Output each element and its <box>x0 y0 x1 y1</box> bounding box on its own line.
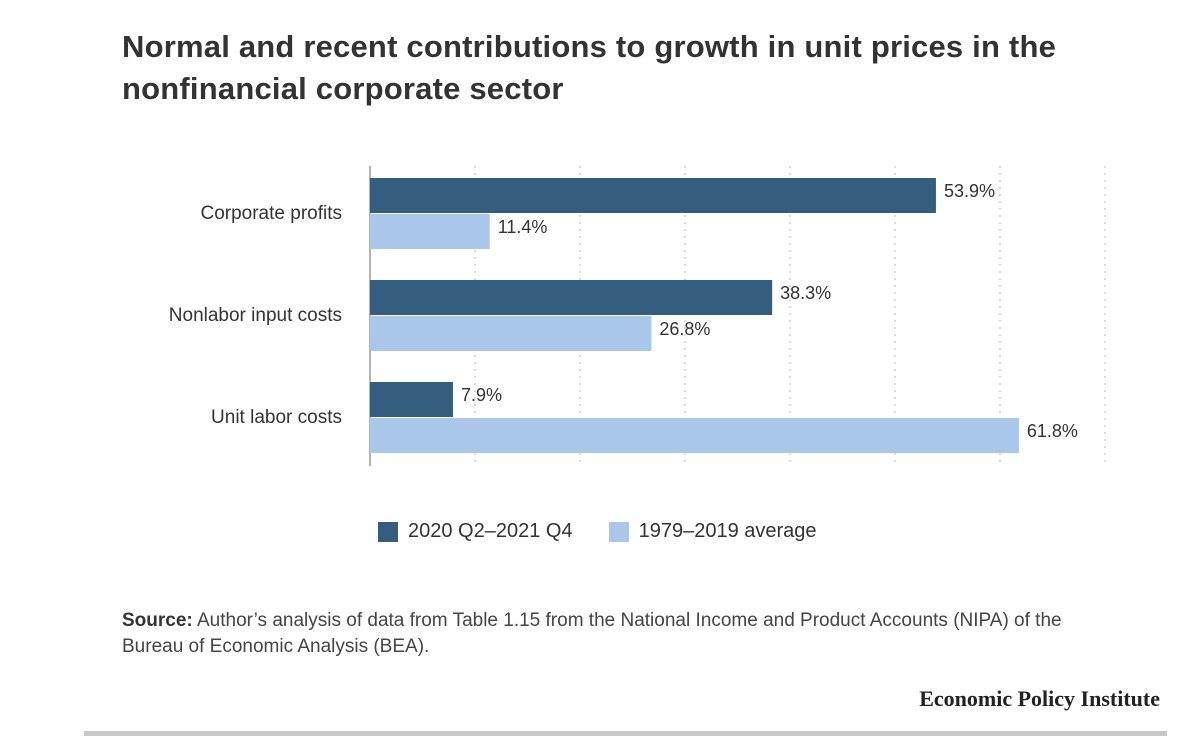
bar <box>370 316 652 351</box>
source-label: Source: <box>122 610 193 631</box>
bar <box>370 214 490 249</box>
category-label: Nonlabor input costs <box>169 305 342 326</box>
legend-item-average: 1979–2019 average <box>608 520 817 543</box>
brand-logo: Economic Policy Institute <box>919 686 1160 711</box>
bottom-divider <box>84 731 1167 736</box>
source-text: Author’s analysis of data from Table 1.1… <box>122 610 1062 657</box>
category-label: Unit labor costs <box>211 407 342 428</box>
bars <box>370 178 1019 453</box>
source-note: Source: Author’s analysis of data from T… <box>122 608 1122 660</box>
data-label: 61.8% <box>1027 421 1078 441</box>
data-label: 38.3% <box>780 283 831 303</box>
legend-swatch-recent <box>378 521 398 542</box>
legend-item-recent: 2020 Q2–2021 Q4 <box>378 520 573 543</box>
chart-title: Normal and recent contributions to growt… <box>122 29 1057 106</box>
data-label: 7.9% <box>461 385 502 405</box>
data-label: 53.9% <box>944 181 995 201</box>
bar <box>370 382 453 417</box>
legend-label-average: 1979–2019 average <box>638 520 817 542</box>
data-label: 11.4% <box>498 217 548 237</box>
legend: 2020 Q2–2021 Q4 1979–2019 average <box>378 520 853 543</box>
legend-label-recent: 2020 Q2–2021 Q4 <box>408 520 573 542</box>
legend-swatch-average <box>608 521 629 542</box>
data-label: 26.8% <box>659 319 710 339</box>
bar <box>370 418 1019 453</box>
bar <box>370 178 936 213</box>
labels: Corporate profits 53.9% 11.4% Nonlabor inpu… <box>169 181 1078 441</box>
bar-chart: Corporate profits 53.9% 11.4% Nonlabor inpu… <box>169 166 1106 466</box>
bar <box>370 280 773 315</box>
category-label: Corporate profits <box>200 203 342 224</box>
